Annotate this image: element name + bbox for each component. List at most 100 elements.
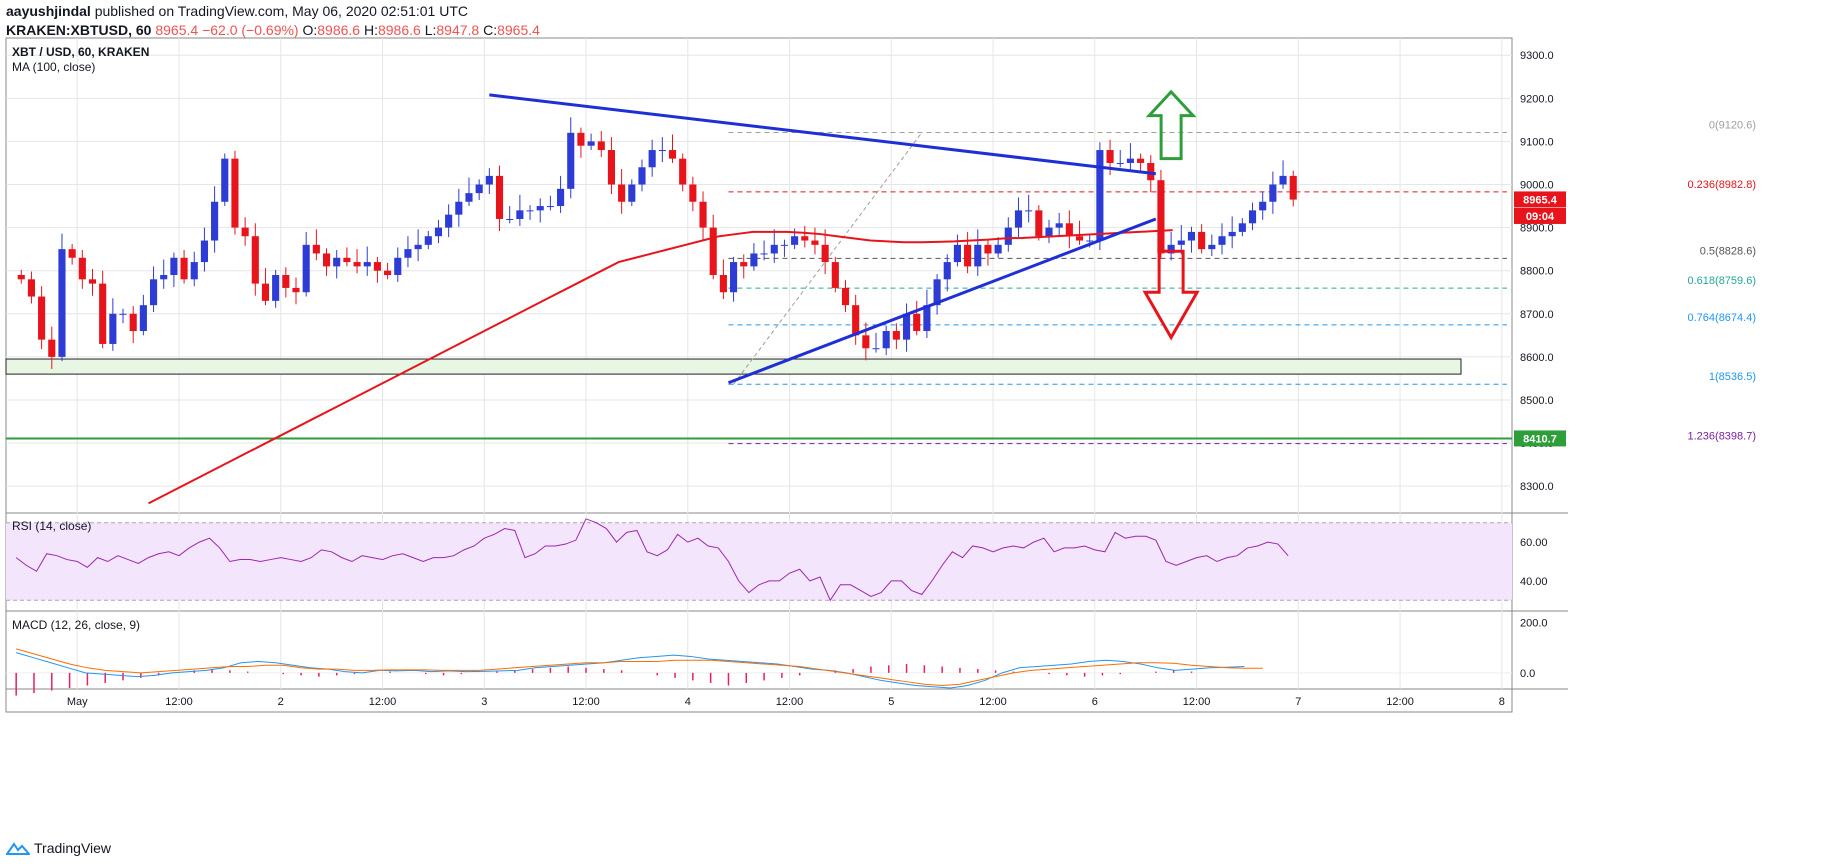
publish-info: aayushjindal published on TradingView.co… [6,3,468,19]
candle-body [1167,244,1175,254]
x-tick-label: 12:00 [979,696,1007,708]
x-tick-label: 2 [278,696,284,708]
candle-body [933,279,941,306]
candle-body [618,184,626,202]
candle-body [658,150,666,152]
candle-body [546,206,554,208]
candle-body [221,158,229,202]
candle-body [1075,236,1084,241]
candle-body [831,262,839,288]
candle-body [322,253,331,267]
candle-body [180,257,188,280]
tradingview-footer[interactable]: TradingView [6,840,111,856]
candle-body [424,236,432,245]
candle-body [557,188,565,207]
candle-body [892,331,900,340]
candle-body [516,210,524,219]
x-tick-label: 12:00 [165,696,193,708]
y-tick-label: 9300.0 [1520,50,1554,62]
candle-body [964,244,972,267]
candle-body [1279,175,1287,185]
candle-body [780,244,789,246]
candle-body [760,253,768,255]
x-tick-label: 5 [888,696,894,708]
candle-body [689,184,697,202]
y-tick-label: 8700.0 [1520,309,1554,321]
fib-level-label: 0.618(8759.6) [1688,275,1757,287]
candle-body [1086,240,1094,242]
x-tick-label: 12:00 [572,696,600,708]
candle-body [699,201,707,228]
candle-body [251,236,259,284]
candle-body [1177,240,1185,245]
candle-body [211,201,219,241]
candle-body [485,175,493,185]
candle-body [170,257,178,275]
candle-body [353,262,361,267]
candle-body [404,249,412,258]
fib-level-label: 1(8536.5) [1709,371,1756,383]
candle-body [577,132,585,146]
candle-body [852,305,860,336]
candle-body [902,313,911,340]
open-label: O: [302,22,318,38]
candle-body [333,257,341,267]
candle-body [1045,227,1053,237]
candle-body [1187,231,1196,241]
candle-body [953,244,961,263]
candle-body [343,257,351,263]
candle-body [68,249,76,258]
low-value: 8947.8 [436,22,480,38]
candle-body [648,150,656,168]
symbol-info: KRAKEN:XBTUSD, 60 8965.4 −62.0 (−0.69%) … [6,22,540,38]
price-axis-badge [1514,430,1566,447]
macd-signal-line [16,648,1263,686]
x-tick-label: 12:00 [776,696,804,708]
candle-body [750,253,758,267]
candle-body [668,150,677,159]
candle-body [1208,244,1216,250]
candle-body [99,283,107,344]
rsi-band-fill [6,522,1512,601]
y-tick-label: 8900.0 [1520,223,1554,235]
fib-level-label: 0.764(8674.4) [1688,312,1757,324]
candle-body [719,275,727,293]
candle-body [414,244,422,250]
candle-body [587,141,595,146]
candle-body [709,227,717,275]
chart-title: XBT / USD, 60, KRAKEN [12,45,149,59]
candle-body [882,331,890,349]
candle-body [974,244,982,267]
candle-body [455,201,463,215]
candle-body [567,132,575,189]
candle-body [1096,150,1104,241]
candle-body [292,287,300,293]
candle-body [384,270,392,275]
y-tick-label: 8300.0 [1520,481,1554,493]
candle-body [1025,210,1033,212]
author-name[interactable]: aayushjindal [6,3,91,19]
rsi-line [15,518,1289,602]
low-label: L: [424,22,437,38]
candle-body [434,227,443,237]
candle-body [1218,236,1226,245]
rsi-title: RSI (14, close) [12,519,91,533]
candle-body [17,275,25,280]
ma100-line [148,229,1173,505]
publish-text: published on TradingView.com, May 06, 20… [94,3,469,19]
fib-level-label: 1.236(8398.7) [1688,431,1757,443]
y-tick-label: 8600.0 [1520,352,1554,364]
candle-body [679,158,687,185]
candle-body [1106,150,1114,163]
candle-body [1004,227,1012,245]
candle-body [607,150,616,185]
rsi-tick-label: 40.00 [1520,576,1548,588]
high-label: H: [363,22,378,38]
candle-body [394,257,402,275]
macd-title: MACD (12, 26, close, 9) [12,618,140,632]
candle-body [597,141,605,151]
close-label: C: [483,22,498,38]
candle-body [740,262,748,267]
candle-body [943,262,951,280]
